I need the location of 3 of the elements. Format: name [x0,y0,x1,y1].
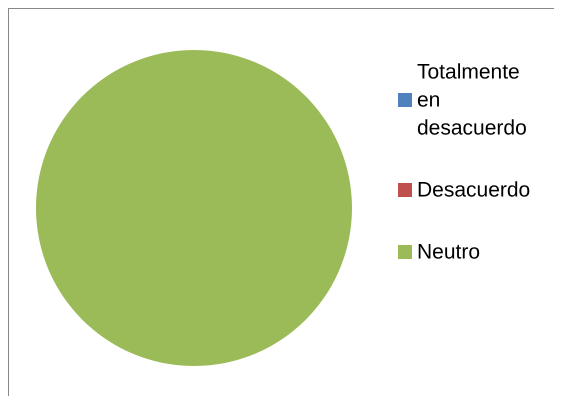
legend-label: Neutro [417,240,480,264]
legend-label: Totalmente en desacuerdo [417,60,527,140]
legend-label: Desacuerdo [417,178,530,202]
